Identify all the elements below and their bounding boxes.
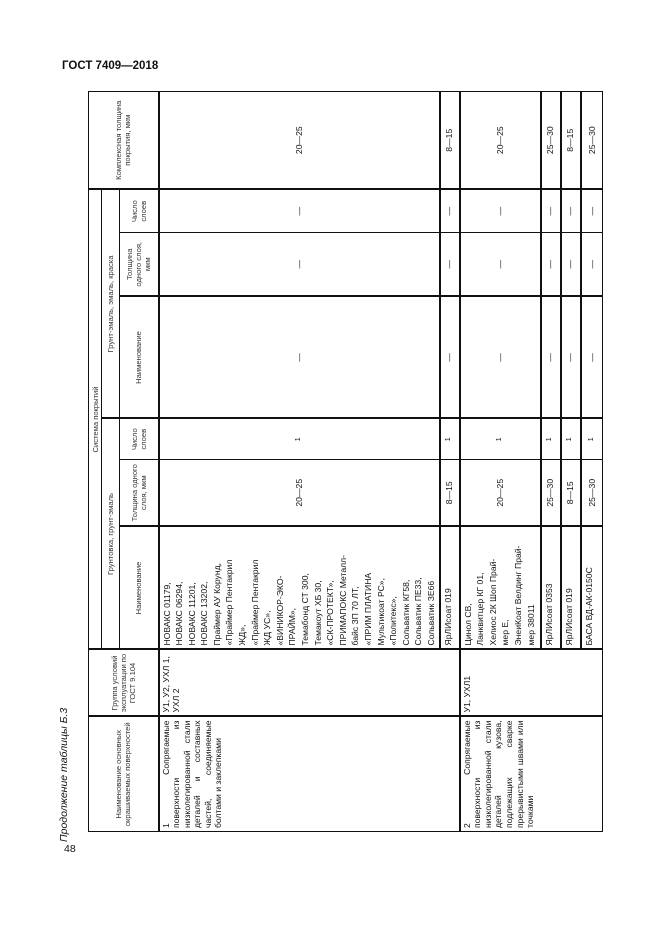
group-cell: У1, У2, УХЛ 1, УХЛ 2 <box>158 649 460 717</box>
primer-name-line: НОВАКС 01179, <box>161 582 172 646</box>
primer-layers-cell: 1 <box>540 418 561 460</box>
header-surface: Наименование основных окрашиваемых повер… <box>88 716 159 832</box>
header-primer-name: Наименование <box>119 526 159 650</box>
primer-name-line: мер 38011 <box>525 604 536 646</box>
primer-thickness-cell: 25—30 <box>540 459 561 527</box>
primer-name-line: Цинол СВ, <box>462 603 473 646</box>
primer-name-line: «ВИНИКОР-ЭКО- <box>274 575 285 646</box>
primer-name-line: ЖД УС», <box>262 610 273 646</box>
primer-name-cell: ЯрЛИсоат 0353 <box>540 526 561 650</box>
primer-layers-cell: 1 <box>158 418 440 460</box>
header-enamel-layers: Число слоев <box>119 189 159 233</box>
enamel-name-cell: — <box>580 296 603 419</box>
enamel-layers-cell: — <box>439 189 460 233</box>
primer-name-cell: ЯрЛИсоат 019 <box>439 526 460 650</box>
enamel-thickness-cell: — <box>439 232 460 297</box>
primer-name-line: Праймер АУ Корунд, <box>211 562 222 646</box>
primer-name-line: Темакоут ХБ 30, <box>312 580 323 646</box>
enamel-layers-cell: — <box>560 189 581 233</box>
header-group: Группа условий эксплуатации по ГОСТ 9.10… <box>88 649 159 717</box>
primer-thickness-cell: 20—25 <box>158 459 440 527</box>
primer-name-line: ПРАЙМ», <box>287 607 298 646</box>
primer-name-line: БАСА ВД-АК-0150С <box>583 567 594 646</box>
primer-name-cell: ЯрЛИсоат 019 <box>560 526 581 650</box>
primer-thickness-cell: 25—30 <box>580 459 603 527</box>
header-enamel: Грунт-эмаль, эмаль, краска <box>101 189 120 419</box>
primer-name-line: ЯрЛИсоат 0353 <box>543 583 554 646</box>
primer-name-line: НОВАКС 13202, <box>199 581 210 646</box>
primer-thickness-cell: 8—15 <box>560 459 581 527</box>
total-thickness-cell: 20—25 <box>459 91 541 190</box>
total-thickness-cell: 25—30 <box>580 91 603 190</box>
document-header: ГОСТ 7409—2018 <box>62 60 159 72</box>
primer-name-line: ЖД», <box>237 624 248 646</box>
enamel-name-cell: — <box>158 296 440 419</box>
primer-name-line: ЯрЛИсоат 019 <box>563 588 574 646</box>
primer-name-line: «СК-ПРОТЕКТ», <box>325 580 336 646</box>
enamel-name-cell: — <box>459 296 541 419</box>
enamel-layers-cell: — <box>158 189 440 233</box>
primer-name-line: Сольватик ЗЕ66 <box>425 580 436 646</box>
primer-name-cell: Цинол СВ, Ланквитцер КГ 01, Хелиос 2К Шоп … <box>459 526 541 650</box>
header-enamel-thickness: Толщина одного слоя, мкм <box>119 232 159 297</box>
primer-name-line: мер Е, <box>500 619 511 646</box>
primer-name-line: «ПРИМ ПЛАТИНА <box>363 572 373 646</box>
primer-name-line: Сольватик ПЕ33, <box>413 577 424 646</box>
table-caption: Продолжение таблицы Б.3 <box>58 707 70 842</box>
enamel-thickness-cell: — <box>540 232 561 297</box>
header-primer-thickness: Толщина одного слоя, мкм <box>119 459 159 527</box>
primer-name-line: «Праймер Пентакрил <box>249 559 260 646</box>
primer-name-line: ЯрЛИсоат 019 <box>442 588 453 646</box>
primer-layers-cell: 1 <box>439 418 460 460</box>
page-number: 48 <box>64 843 76 855</box>
total-thickness-cell: 25—30 <box>540 91 561 190</box>
enamel-layers-cell: — <box>540 189 561 233</box>
primer-name-cell: БАСА ВД-АК-0150С <box>580 526 603 650</box>
primer-name-line: байс ЗП 70 ЛТ, <box>350 586 361 646</box>
header-total: Комплексная толщина покрытия, мкм <box>88 91 159 190</box>
primer-name-line: «Праймер Пентакрил <box>224 559 235 646</box>
header-primer: Грунтовка, грунт-эмаль <box>101 418 120 650</box>
header-enamel-name: Наименование <box>119 296 159 419</box>
surface-cell: 1 Сопрягаемые поверхности из низколегиро… <box>158 716 460 832</box>
enamel-name-cell: — <box>540 296 561 419</box>
primer-name-cell: НОВАКС 01179, НОВАКС 06294, НОВАКС 11201, Н… <box>158 526 440 650</box>
enamel-layers-cell: — <box>459 189 541 233</box>
total-thickness-cell: 20—25 <box>158 91 440 190</box>
primer-layers-cell: 1 <box>459 418 541 460</box>
enamel-name-cell: — <box>439 296 460 419</box>
enamel-thickness-cell: — <box>459 232 541 297</box>
enamel-thickness-cell: — <box>580 232 603 297</box>
primer-name-line: «Политекс», <box>388 596 399 646</box>
group-cell: У1, УХЛ1 <box>459 649 603 717</box>
enamel-thickness-cell: — <box>158 232 440 297</box>
enamel-name-cell: — <box>560 296 581 419</box>
table-row: 1 Сопрягаемые поверхности из низколегиро… <box>158 91 460 832</box>
primer-name-line: Хелиос 2К Шоп Прай- <box>487 558 498 646</box>
primer-name-line: НОВАКС 11201, <box>186 582 197 646</box>
header-system: Система покрытий <box>88 189 102 650</box>
enamel-layers-cell: — <box>580 189 603 233</box>
header-primer-layers: Число слоев <box>119 418 159 460</box>
primer-name-line: Сольватик КГ58, <box>400 579 411 646</box>
primer-name-line: НОВАКС 06294, <box>174 581 185 646</box>
primer-layers-cell: 1 <box>580 418 603 460</box>
primer-name-line: Мультикоат РС», <box>375 578 386 646</box>
primer-name-line: ЭнеиКоат Велдинг Прай- <box>512 545 523 646</box>
coating-table-rotated: Наименование основных окрашиваемых повер… <box>88 91 603 832</box>
total-thickness-cell: 8—15 <box>439 91 460 190</box>
primer-thickness-cell: 20—25 <box>459 459 541 527</box>
table-row: 2 Сопрягаемые поверхности из низколегиро… <box>459 91 603 832</box>
primer-name-line: Темабонд СТ 300, <box>300 573 311 646</box>
surface-cell: 2 Сопрягаемые поверхности из низколегиро… <box>459 716 603 832</box>
primer-layers-cell: 1 <box>560 418 581 460</box>
enamel-thickness-cell: — <box>560 232 581 297</box>
primer-name-line: ПРИМАПОКС Металл- <box>337 554 348 646</box>
primer-thickness-cell: 8—15 <box>439 459 460 527</box>
total-thickness-cell: 8—15 <box>560 91 581 190</box>
primer-name-line: Ланквитцер КГ 01, <box>475 572 486 646</box>
coating-table: Наименование основных окрашиваемых повер… <box>88 91 603 832</box>
